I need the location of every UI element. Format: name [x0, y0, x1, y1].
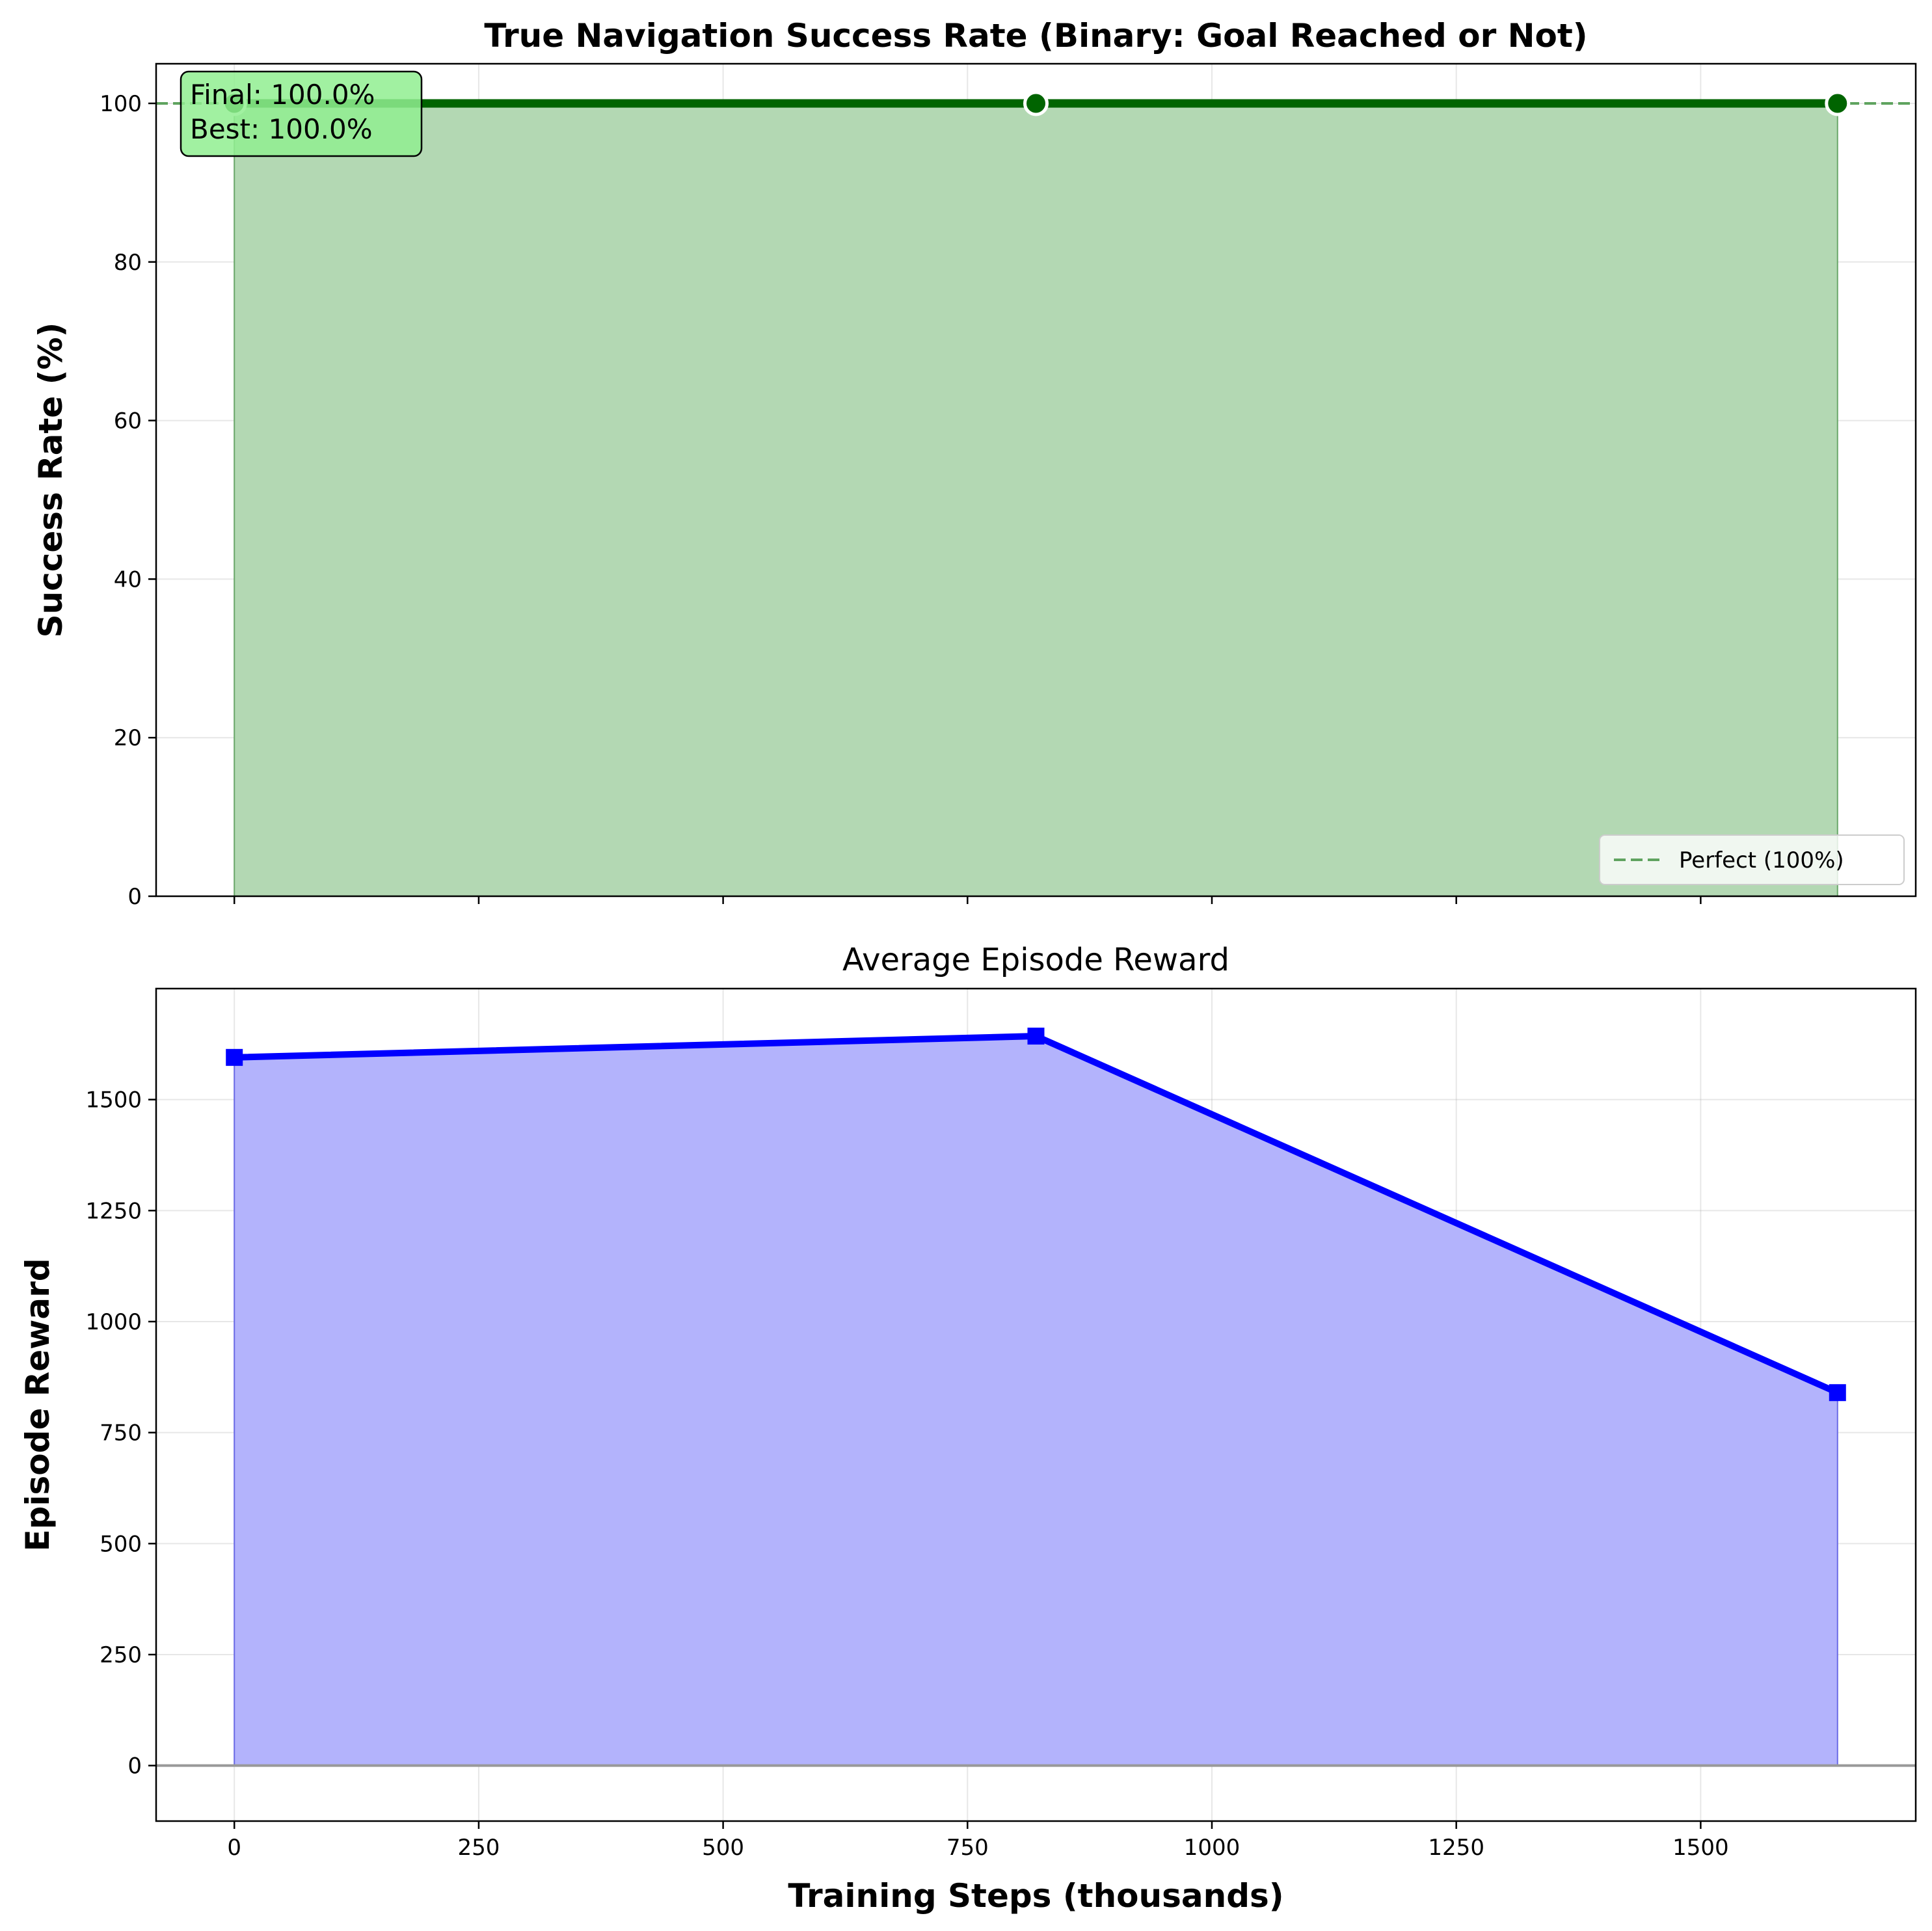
y-tick-label: 100 — [100, 91, 142, 117]
legend-box — [1599, 834, 1905, 885]
y-tick-label: 0 — [127, 884, 142, 910]
data-point — [1825, 90, 1851, 116]
y-axis-label: Success Rate (%) — [32, 323, 70, 638]
annotation-line: Final: 100.0% — [190, 79, 375, 111]
y-tick-label: 60 — [114, 408, 142, 434]
y-tick-label: 0 — [127, 1753, 142, 1779]
x-tick-label: 1000 — [1184, 1835, 1241, 1861]
x-axis-label: Training Steps (thousands) — [788, 1877, 1283, 1915]
data-point — [226, 1048, 243, 1066]
axes-frame — [155, 62, 1917, 898]
chart-title: Average Episode Reward — [842, 942, 1229, 978]
x-tick-label: 1250 — [1428, 1835, 1484, 1861]
y-tick-label: 1500 — [85, 1087, 142, 1113]
y-tick-label: 500 — [100, 1531, 142, 1557]
data-point — [1829, 1384, 1846, 1402]
annotation-box — [180, 70, 423, 157]
x-tick-label: 1500 — [1672, 1835, 1729, 1861]
axes-frame — [155, 987, 1917, 1822]
chart-title: True Navigation Success Rate (Binary: Go… — [484, 17, 1587, 55]
y-tick-label: 1000 — [85, 1309, 142, 1335]
area-fill — [234, 102, 1838, 896]
annotation-line: Best: 100.0% — [190, 113, 373, 145]
annotation: Final: 100.0%Best: 100.0% — [180, 70, 423, 157]
y-tick-label: 750 — [100, 1420, 142, 1446]
y-tick-label: 1250 — [85, 1198, 142, 1224]
data-point — [1027, 1028, 1045, 1045]
y-tick-label: 40 — [114, 566, 142, 593]
x-tick-label: 250 — [457, 1835, 500, 1861]
x-tick-label: 500 — [702, 1835, 744, 1861]
x-tick-label: 750 — [946, 1835, 989, 1861]
y-tick-label: 20 — [114, 725, 142, 751]
success-rate-panel: 0 20 40 60 80 100 True Navigation Success Rate… — [32, 17, 1917, 910]
data-point — [1023, 90, 1049, 116]
legend-label: Perfect (100%) — [1679, 847, 1844, 873]
legend: Perfect (100%) — [1599, 834, 1905, 885]
episode-reward-panel: 0 250 500 750 1000 1250 1500 0 250 500 750 1000 1250… — [19, 942, 1917, 1915]
y-tick-label: 250 — [100, 1642, 142, 1668]
x-tick-label: 0 — [227, 1835, 241, 1861]
y-axis-label: Episode Reward — [19, 1258, 57, 1551]
y-tick-label: 80 — [114, 250, 142, 276]
